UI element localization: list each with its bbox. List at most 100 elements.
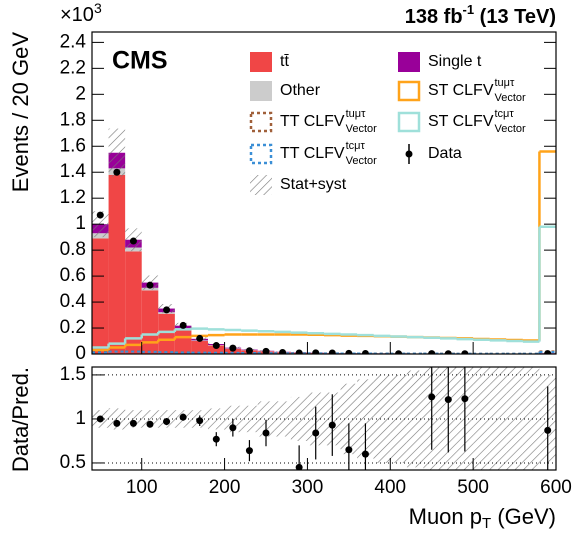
y-tick-label: 1.5 <box>60 364 86 385</box>
ratio-point <box>428 393 436 401</box>
legend-sub: Vector <box>495 123 527 135</box>
y-tick-label: 1.2 <box>60 187 86 208</box>
ratio-band <box>473 367 490 470</box>
data-point <box>245 347 253 354</box>
y-axis-title: Events / 20 GeV <box>8 32 33 193</box>
main-plot <box>92 128 556 354</box>
stack-bar <box>141 290 159 354</box>
y-tick-label: 2.2 <box>60 57 86 78</box>
ratio-point <box>196 417 204 425</box>
ratio-band <box>357 379 374 459</box>
data-point <box>444 350 452 354</box>
multiplier-base: ×10 <box>60 4 94 26</box>
ratio-point <box>229 424 237 432</box>
ratio-band <box>274 401 291 437</box>
legend-swatch <box>398 52 420 72</box>
ratio-point <box>129 419 137 427</box>
data-point <box>395 350 403 354</box>
legend-swatch <box>250 52 272 72</box>
y-tick-label: 0.4 <box>60 291 87 312</box>
y-tick-label: 2.4 <box>60 31 87 52</box>
ratio-band <box>390 374 407 463</box>
lumi-text: 138 fb <box>405 6 463 28</box>
lumi-suffix: (13 TeV) <box>480 6 556 28</box>
y-tick-label: 0.6 <box>60 265 86 286</box>
ratio-point <box>295 463 303 470</box>
data-point <box>96 211 104 219</box>
data-point <box>146 281 154 289</box>
x-axis-title: Muon pT (GeV) <box>409 504 556 532</box>
ratio-band <box>506 367 523 470</box>
data-point <box>129 237 137 245</box>
lumi-label: 138 fb-1 (13 TeV) <box>405 2 556 28</box>
legend-label: ST CLFV <box>428 113 494 130</box>
x-tick-label: 300 <box>292 477 324 498</box>
stack-bar <box>174 329 192 354</box>
ratio-band <box>257 401 275 437</box>
legend-sub: Vector <box>346 123 378 135</box>
legend-sub: Vector <box>346 155 378 167</box>
xlabel-suffix: (GeV) <box>497 504 556 529</box>
multiplier-exp: 3 <box>94 0 102 16</box>
stack-bar <box>125 251 142 354</box>
y-tick-label: 1 <box>75 408 86 429</box>
y-tick-label: 1 <box>75 213 86 234</box>
y-tick-label: 1.8 <box>60 109 86 130</box>
data-point <box>428 350 436 354</box>
legend-swatch <box>249 143 273 165</box>
lumi-sup: -1 <box>463 2 475 17</box>
data-point <box>312 349 320 354</box>
legend-sub: Vector <box>495 92 527 104</box>
legend-swatch <box>250 175 272 195</box>
xlabel-sub: T <box>482 515 491 532</box>
data-point <box>361 349 369 354</box>
ratio-band <box>489 367 507 470</box>
experiment-label: CMS <box>112 47 168 75</box>
data-point <box>163 306 171 314</box>
y-tick-label: 1.6 <box>60 135 86 156</box>
ratio-axis-title: Data/Pred. <box>8 367 33 472</box>
ratio-point <box>146 420 154 428</box>
legend-label: tt̄ <box>280 53 289 70</box>
frame <box>91 366 557 471</box>
x-tick-label: 500 <box>457 477 489 498</box>
ratio-band <box>241 405 258 433</box>
ratio-plot <box>92 367 556 470</box>
y-tick-label: 0.5 <box>60 452 86 473</box>
legend-sup: tuμτ <box>495 77 516 89</box>
legend-swatch <box>250 81 272 101</box>
legend-label: Other <box>280 82 321 99</box>
legend-marker <box>405 150 413 158</box>
uncertainty-band <box>108 128 126 177</box>
legend-swatch <box>397 80 421 102</box>
ratio-point <box>245 447 253 455</box>
ratio-point <box>444 396 452 404</box>
stack-bar <box>108 174 126 354</box>
legend-swatch <box>397 111 421 133</box>
ratio-point <box>461 395 469 403</box>
data-point <box>262 347 270 354</box>
x-tick-label: 400 <box>374 477 406 498</box>
x-tick-label: 200 <box>209 477 241 498</box>
ratio-band <box>125 410 142 428</box>
legend-label: Single t <box>428 53 482 70</box>
y-tick-label: 0 <box>75 343 86 364</box>
y-tick-label: 0.8 <box>60 239 86 260</box>
y-tick-label: 1.4 <box>60 161 87 182</box>
legend-label: Data <box>428 145 462 162</box>
stack-bar <box>92 238 109 354</box>
ratio-point <box>113 419 121 427</box>
ratio-point <box>345 446 353 454</box>
legend-label: TT CLFV <box>280 145 345 162</box>
legend-sup: tcμτ <box>346 140 366 152</box>
data-point <box>279 348 287 354</box>
data-point <box>295 349 303 354</box>
ratio-point <box>212 435 220 443</box>
ratio-band <box>290 396 308 441</box>
ratio-point <box>328 421 336 429</box>
legend-sup: tuμτ <box>346 108 367 120</box>
stack-bar <box>158 313 175 354</box>
x-tick-label: 100 <box>126 477 158 498</box>
ratio-point <box>262 429 270 437</box>
